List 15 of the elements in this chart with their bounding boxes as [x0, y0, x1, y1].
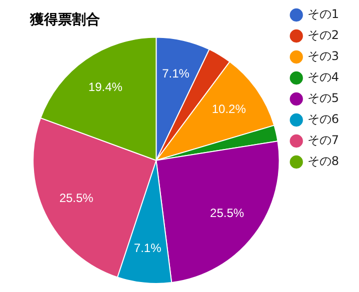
legend-label: その3 — [307, 49, 340, 64]
legend-label: その5 — [307, 91, 340, 106]
data-label: 7.1% — [162, 66, 190, 80]
legend-label: その8 — [307, 154, 340, 168]
data-label: 7.1% — [134, 240, 162, 255]
legend-label: その6 — [307, 112, 340, 126]
legend-label: その2 — [307, 28, 340, 42]
data-label: 25.5% — [59, 191, 94, 206]
legend-label: その4 — [307, 70, 340, 84]
data-label: 25.5% — [210, 206, 244, 220]
legend-label: その1 — [307, 7, 340, 22]
data-label: 19.4% — [88, 80, 123, 94]
chart-title: 獲得票割合 — [29, 11, 100, 28]
legend-label: その7 — [307, 133, 340, 148]
data-label: 10.2% — [212, 102, 246, 116]
